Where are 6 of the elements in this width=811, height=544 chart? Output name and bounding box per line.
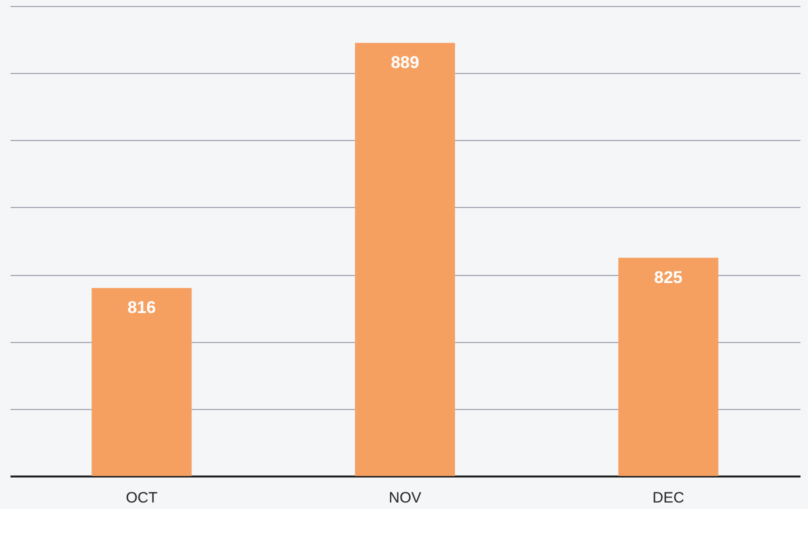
x-tick-label: NOV [388, 490, 422, 506]
data-label: 889 [390, 52, 420, 72]
x-tick-label: OCT [126, 490, 158, 506]
data-label: 816 [127, 298, 156, 317]
data-label: 825 [654, 268, 683, 287]
x-tick-label: DEC [652, 490, 684, 506]
